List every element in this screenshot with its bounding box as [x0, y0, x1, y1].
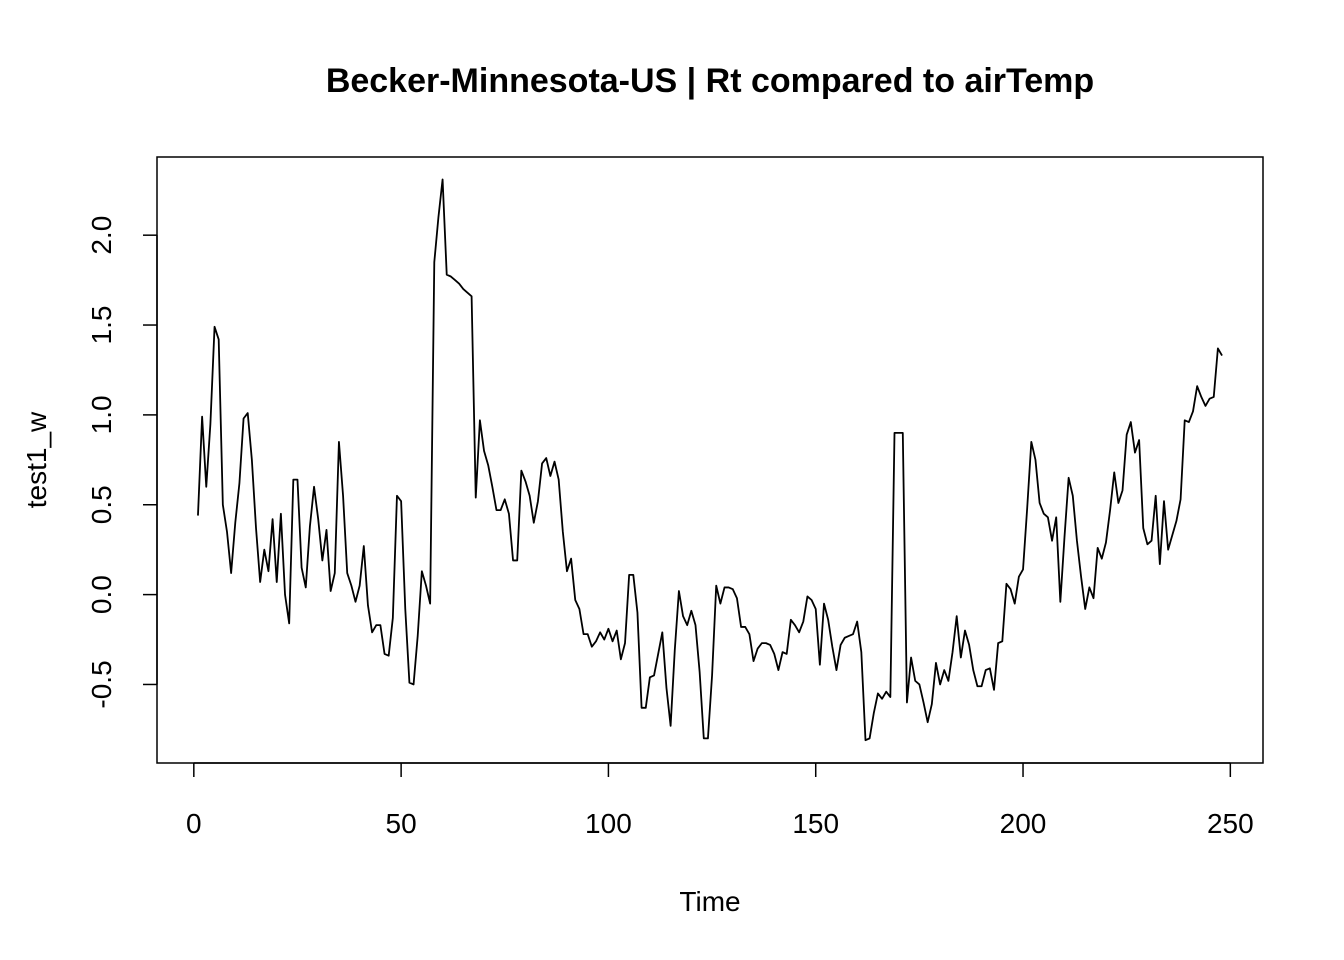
- y-axis-label: test1_w: [21, 411, 52, 508]
- x-tick-label: 250: [1207, 808, 1254, 839]
- chart-title: Becker-Minnesota-US | Rt compared to air…: [326, 62, 1094, 100]
- data-line: [197, 178, 1223, 742]
- x-tick-label: 0: [186, 808, 202, 839]
- y-tick-label: 1.0: [86, 395, 117, 434]
- y-tick-label: -0.5: [86, 660, 117, 708]
- x-tick-label: 50: [386, 808, 417, 839]
- y-tick-label: 0.5: [86, 485, 117, 524]
- y-tick-label: 2.0: [86, 216, 117, 255]
- y-tick-label: 1.5: [86, 306, 117, 345]
- x-axis-label: Time: [679, 886, 740, 917]
- x-tick-label: 150: [792, 808, 839, 839]
- x-tick-label: 200: [1000, 808, 1047, 839]
- y-tick-label: 0.0: [86, 575, 117, 614]
- x-tick-label: 100: [585, 808, 632, 839]
